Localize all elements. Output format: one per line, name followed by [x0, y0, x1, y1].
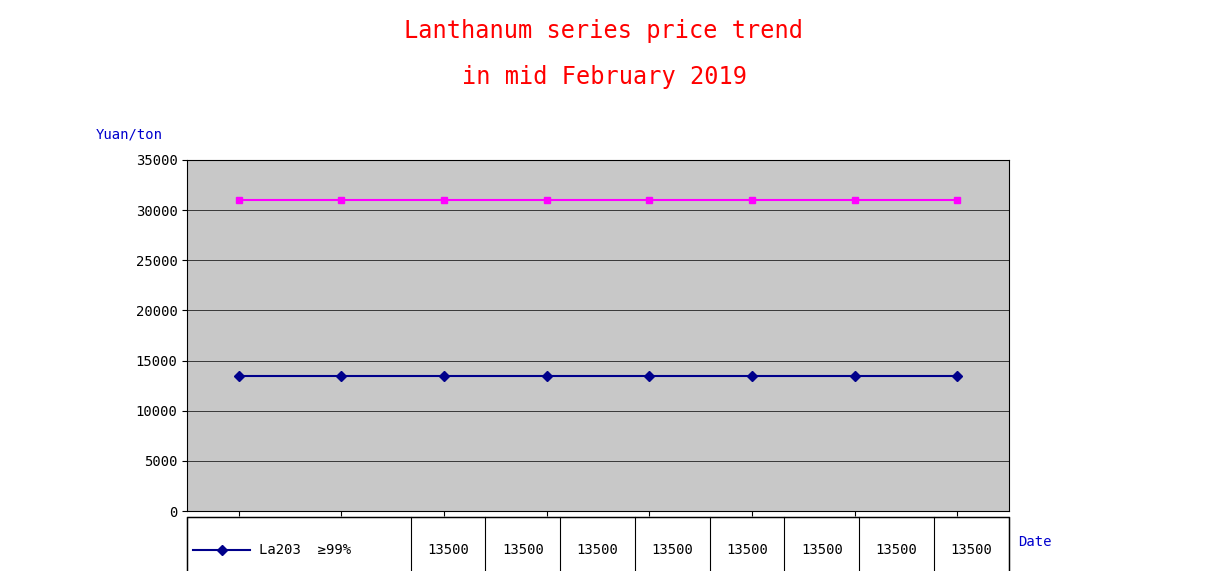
Text: Yuan/ton: Yuan/ton [97, 127, 163, 141]
Text: in mid February 2019: in mid February 2019 [461, 65, 747, 89]
Text: La203  ≥99%: La203 ≥99% [259, 542, 350, 557]
Text: 13500: 13500 [651, 542, 693, 557]
Text: 13500: 13500 [576, 542, 618, 557]
Text: 13500: 13500 [726, 542, 768, 557]
Text: 13500: 13500 [501, 542, 544, 557]
Text: Date: Date [1018, 536, 1052, 549]
Text: 13500: 13500 [801, 542, 843, 557]
Text: 13500: 13500 [876, 542, 918, 557]
Text: 13500: 13500 [428, 542, 469, 557]
Text: 13500: 13500 [951, 542, 992, 557]
Text: Lanthanum series price trend: Lanthanum series price trend [405, 19, 803, 43]
